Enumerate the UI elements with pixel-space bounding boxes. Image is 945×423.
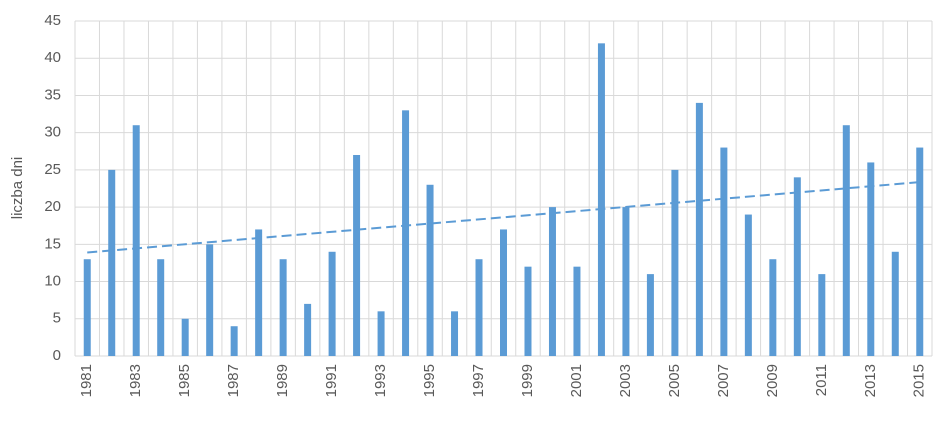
- x-tick-label: 2005: [666, 364, 683, 397]
- bar: [573, 266, 581, 356]
- bar: [524, 266, 532, 356]
- x-tick-label: 1993: [372, 364, 389, 397]
- bar: [353, 155, 361, 356]
- x-tick-label: 2001: [568, 364, 585, 397]
- bar: [646, 274, 654, 356]
- bar: [230, 326, 238, 356]
- bar: [451, 311, 459, 356]
- y-tick-label: 15: [44, 235, 61, 252]
- y-tick-label: 40: [44, 49, 61, 66]
- bar: [328, 251, 336, 356]
- bar: [83, 259, 91, 356]
- bar: [818, 274, 826, 356]
- bar: [916, 147, 924, 356]
- trend-line: [87, 181, 920, 254]
- bar: [720, 147, 728, 356]
- y-tick-label: 25: [44, 161, 61, 178]
- bar: [695, 102, 703, 356]
- bar: [132, 125, 140, 356]
- bar: [157, 259, 165, 356]
- y-tick-label: 20: [44, 198, 61, 215]
- bar: [475, 259, 483, 356]
- bar: [377, 311, 385, 356]
- bar: [255, 229, 263, 356]
- bar: [891, 251, 899, 356]
- x-tick-label: 1999: [519, 364, 536, 397]
- x-tick-label: 2009: [764, 364, 781, 397]
- bar: [597, 43, 605, 356]
- x-tick-label: 2003: [617, 364, 634, 397]
- x-tick-label: 2013: [862, 364, 879, 397]
- y-tick-label: 10: [44, 273, 61, 290]
- bar: [548, 207, 556, 356]
- x-tick-label: 1985: [176, 364, 193, 397]
- bar: [181, 318, 189, 356]
- bar: [108, 169, 116, 356]
- bar: [500, 229, 507, 356]
- bar: [842, 125, 850, 356]
- bar: [769, 259, 777, 356]
- x-tick-label: 1989: [274, 364, 291, 397]
- x-tick-label: 2015: [911, 364, 928, 397]
- x-tick-label: 1987: [225, 364, 242, 397]
- bar: [867, 162, 875, 356]
- y-axis-label: liczba dni: [9, 157, 26, 220]
- bar: [744, 214, 752, 356]
- y-tick-label: 35: [44, 86, 61, 103]
- bar: [671, 169, 679, 356]
- bar: [304, 303, 312, 356]
- x-tick-label: 1991: [323, 364, 340, 397]
- x-tick-label: 1995: [421, 364, 438, 397]
- x-tick-label: 1997: [470, 364, 487, 397]
- x-tick-label: 2007: [715, 364, 732, 397]
- y-tick-label: 0: [53, 347, 61, 364]
- y-tick-label: 45: [44, 12, 61, 29]
- bar: [426, 184, 434, 356]
- y-tick-label: 30: [44, 124, 61, 141]
- x-tick-label: 1981: [78, 364, 95, 397]
- y-tick-label: 5: [53, 310, 61, 327]
- bar: [279, 259, 287, 356]
- bar: [402, 110, 410, 356]
- bar: [622, 207, 630, 356]
- bar: [206, 244, 214, 356]
- x-tick-label: 1983: [127, 364, 144, 397]
- bar: [793, 177, 801, 356]
- x-tick-label: 2011: [813, 364, 830, 396]
